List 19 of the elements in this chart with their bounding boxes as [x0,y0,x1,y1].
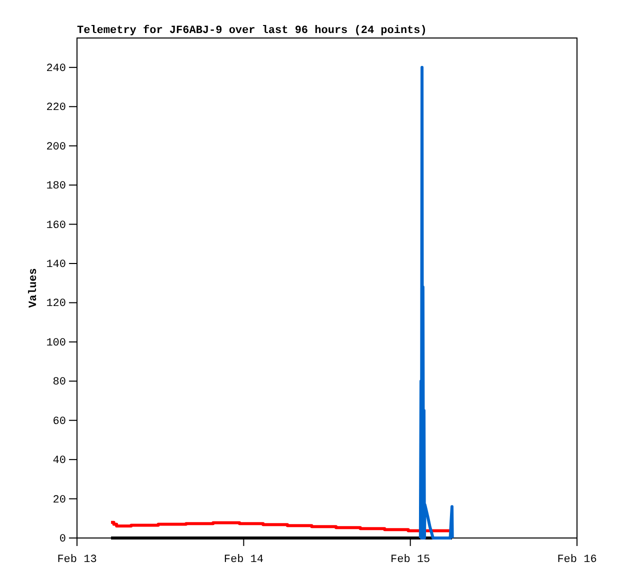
x-tick-label: Feb 15 [390,554,430,566]
y-tick-label: 180 [46,180,66,193]
y-axis-title: Values [28,268,40,308]
chart-title: Telemetry for JF6ABJ-9 over last 96 hours (24 points) [77,24,427,37]
y-tick-label: 0 [59,534,66,546]
y-tick-label: 60 [52,416,66,428]
x-tick-label: Feb 14 [224,554,264,566]
y-tick-label: 20 [52,494,66,506]
y-tick-label: 40 [52,455,66,468]
y-tick-label: 140 [46,259,66,272]
y-tick-label: 160 [46,220,66,232]
x-tick-label: Feb 13 [57,554,97,566]
y-tick-label: 220 [46,102,66,114]
y-tick-label: 100 [46,337,66,350]
x-tick-label: Feb 16 [557,554,597,566]
y-tick-label: 200 [46,141,66,154]
y-tick-label: 120 [46,298,66,310]
y-tick-label: 240 [46,62,66,75]
y-tick-label: 80 [52,376,66,389]
